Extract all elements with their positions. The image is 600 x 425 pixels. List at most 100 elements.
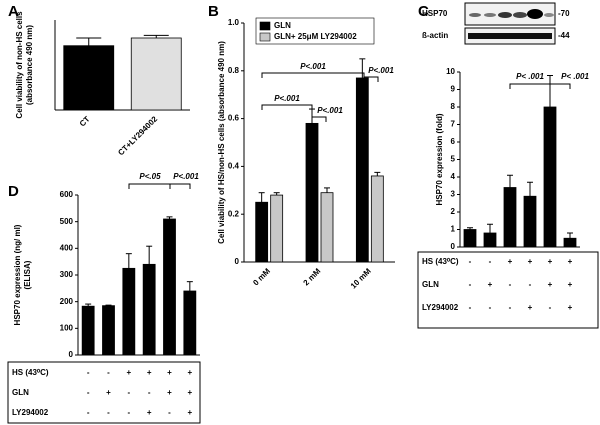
condition-sign: + [187,388,192,397]
bar [320,192,334,263]
significance-bracket [549,83,571,89]
condition-table [417,251,599,329]
condition-table [7,361,201,424]
annotation: P< .001 [516,72,544,81]
y-tick-label: 10 [446,67,455,76]
condition-sign: - [87,368,90,377]
y-tick-label: 0 [235,257,240,266]
condition-sign: - [107,408,110,417]
condition-sign: - [509,280,512,289]
blot-band [468,33,552,39]
condition-sign: + [528,303,533,312]
panel-letter: B [208,3,219,20]
condition-sign: + [187,408,192,417]
y-tick-label: 9 [451,85,456,94]
condition-label: GLN [12,388,29,397]
y-tick-label: 7 [451,120,456,129]
annotation: P<.001 [317,106,343,115]
condition-label: HS (43⁰C) [12,368,49,377]
condition-sign: + [528,257,533,266]
condition-sign: - [107,368,110,377]
y-axis-label: (ELISA) [23,260,32,289]
blot-band [544,13,554,17]
y-axis-label: HSP70 expression (fold) [435,113,444,205]
condition-sign: + [106,388,111,397]
annotation: P<.001 [173,172,199,181]
y-tick-label: 0 [69,350,74,359]
legend-label: GLN [274,21,291,30]
western-blot [464,2,556,45]
significance-bracket [261,72,365,78]
bar [163,218,176,356]
condition-sign: + [167,388,172,397]
bar [370,175,384,263]
condition-sign: - [148,388,151,397]
y-tick-label: 5 [451,155,456,164]
blot-band [469,13,481,17]
y-tick-label: 2 [451,207,456,216]
blot-marker: -70 [558,9,570,18]
condition-label: GLN [422,280,439,289]
condition-label: LY294002 [12,408,49,417]
y-tick-label: 200 [60,297,74,306]
x-tick-label: CT [78,114,92,128]
y-axis-label: (absorbance 490 nm) [25,25,34,105]
y-axis-label: HSP70 expression (ng/ ml) [13,224,22,325]
bar [463,229,477,248]
y-tick-label: 8 [451,102,456,111]
condition-sign: - [489,257,492,266]
y-axis-label: Cell viability of HS/non-HS cells (absor… [217,41,226,244]
condition-sign: + [488,280,493,289]
condition-sign: - [489,303,492,312]
bar [142,263,156,356]
condition-sign: - [87,388,90,397]
y-tick-label: 1 [451,225,456,234]
condition-sign: - [469,257,472,266]
blot-band [527,9,543,19]
condition-sign: + [568,303,573,312]
x-tick-label: CT+LY294002 [116,114,159,157]
condition-sign: + [126,368,131,377]
annotation: P<.001 [368,66,394,75]
bar [102,305,115,356]
condition-sign: + [568,280,573,289]
condition-sign: + [147,368,152,377]
condition-sign: - [529,280,532,289]
bar [183,290,197,356]
y-tick-label: 300 [60,270,74,279]
panel-letter: A [8,3,19,20]
y-tick-label: 0 [451,242,456,251]
significance-bracket [261,104,313,110]
y-tick-label: 600 [60,190,74,199]
y-tick-label: 400 [60,243,74,252]
condition-sign: - [469,303,472,312]
condition-sign: - [127,408,130,417]
bar [563,237,577,248]
bar [503,187,517,248]
bar [122,267,136,356]
bar [81,305,95,356]
y-tick-label: 4 [451,172,456,181]
condition-sign: - [87,408,90,417]
y-axis-label: Cell viability of non-HS cells [15,11,24,119]
bar [255,201,269,263]
condition-label: LY294002 [422,303,459,312]
y-tick-label: 0.6 [228,114,240,123]
y-tick-label: 6 [451,137,456,146]
significance-bracket [128,183,171,189]
blot-band [484,13,496,17]
condition-sign: - [549,303,552,312]
condition-sign: + [147,408,152,417]
annotation: P< .001 [561,72,589,81]
bar [543,106,557,248]
panel-letter: D [8,183,19,200]
bar [305,122,319,263]
blot-band [498,12,512,18]
annotation: P<.05 [139,172,161,181]
x-tick-label: 10 mM [349,266,373,290]
blot-band [513,12,527,18]
y-tick-label: 0.8 [228,66,240,75]
condition-sign: + [167,368,172,377]
condition-sign: + [508,257,513,266]
